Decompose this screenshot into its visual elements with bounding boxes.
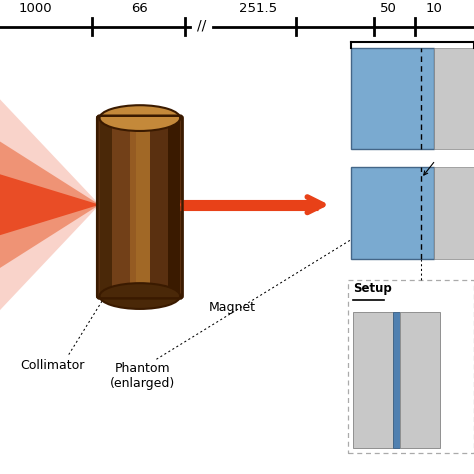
Bar <box>353 312 393 448</box>
Bar <box>111 118 136 296</box>
Bar <box>434 167 474 259</box>
Text: Collimator: Collimator <box>20 359 84 372</box>
Bar <box>168 118 180 296</box>
Polygon shape <box>0 142 100 268</box>
FancyBboxPatch shape <box>97 116 182 299</box>
Bar <box>351 48 434 148</box>
Polygon shape <box>0 174 100 235</box>
Bar <box>100 118 111 296</box>
Text: 10: 10 <box>425 2 442 15</box>
Bar <box>434 48 474 148</box>
Text: 251.5: 251.5 <box>239 2 277 15</box>
Bar <box>400 312 440 448</box>
Ellipse shape <box>100 283 180 309</box>
Text: 50: 50 <box>380 2 397 15</box>
Bar <box>130 118 150 296</box>
Text: 1000: 1000 <box>19 2 52 15</box>
Text: Magnet: Magnet <box>209 301 255 314</box>
Text: 66: 66 <box>131 2 148 15</box>
Text: Setup: Setup <box>353 282 392 295</box>
Text: //: // <box>197 19 206 33</box>
FancyBboxPatch shape <box>348 280 474 453</box>
Bar <box>393 312 400 448</box>
Ellipse shape <box>100 105 180 131</box>
Polygon shape <box>0 100 100 310</box>
Text: Phantom
(enlarged): Phantom (enlarged) <box>109 362 175 390</box>
Bar <box>351 167 434 259</box>
